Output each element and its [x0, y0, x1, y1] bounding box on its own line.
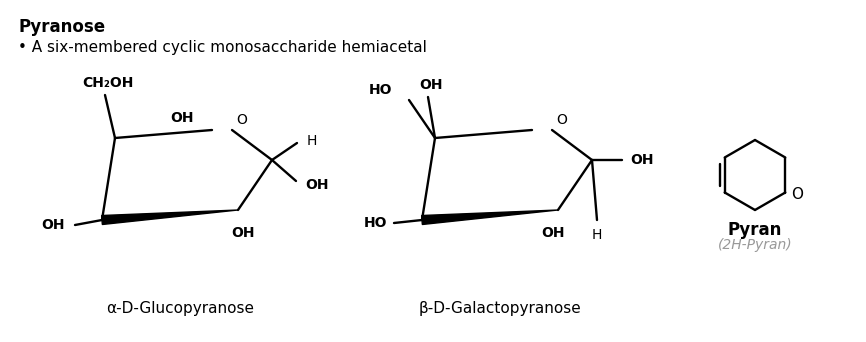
Text: HO: HO	[369, 83, 392, 97]
Text: OH: OH	[231, 226, 255, 240]
Text: Pyran: Pyran	[727, 221, 782, 239]
Text: β-D-Galactopyranose: β-D-Galactopyranose	[418, 301, 581, 316]
Text: HO: HO	[364, 216, 387, 230]
Text: O: O	[792, 187, 804, 202]
Text: O: O	[236, 113, 247, 127]
Text: OH: OH	[305, 178, 328, 192]
Text: OH: OH	[630, 153, 654, 167]
Polygon shape	[422, 210, 558, 224]
Text: • A six-membered cyclic monosaccharide hemiacetal: • A six-membered cyclic monosaccharide h…	[18, 40, 427, 55]
Text: O: O	[556, 113, 567, 127]
Text: H: H	[591, 228, 602, 242]
Text: OH: OH	[171, 111, 194, 125]
Text: OH: OH	[419, 78, 443, 92]
Text: α-D-Glucopyranose: α-D-Glucopyranose	[106, 301, 254, 316]
Text: OH: OH	[541, 226, 565, 240]
Text: CH₂OH: CH₂OH	[82, 76, 133, 90]
Text: Pyranose: Pyranose	[18, 18, 105, 36]
Text: (2H-Pyran): (2H-Pyran)	[718, 238, 792, 252]
Text: OH: OH	[42, 218, 65, 232]
Polygon shape	[101, 210, 238, 224]
Text: H: H	[307, 134, 317, 148]
